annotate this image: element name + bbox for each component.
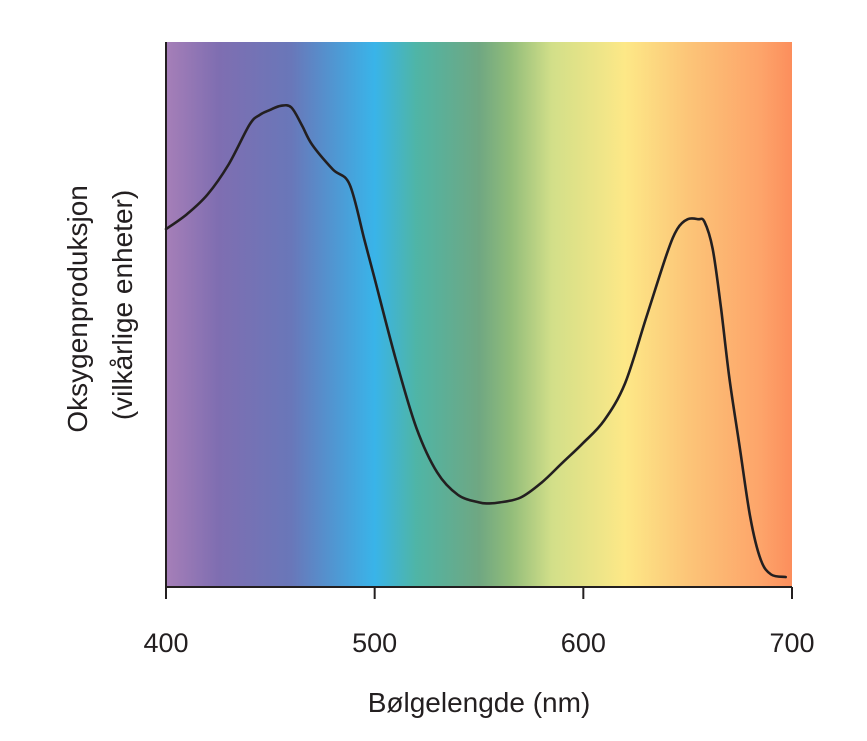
y-axis-title-line-2: (vilkårlige enheter) [107, 190, 138, 420]
x-ticks: 400 500 600 700 [143, 587, 815, 658]
spectrum-background [166, 42, 792, 587]
x-tick-label-700: 700 [769, 628, 814, 658]
y-axis-title: Oksygenproduksjon (vilkårlige enheter) [62, 177, 138, 432]
plot-area [164, 42, 792, 587]
x-tick-label-400: 400 [143, 628, 188, 658]
axes: 400 500 600 700 [143, 42, 815, 658]
y-axis-title-line-1: Oksygenproduksjon [62, 185, 93, 432]
x-tick-label-500: 500 [352, 628, 397, 658]
x-axis-title: Bølgelengde (nm) [368, 687, 591, 718]
x-tick-label-600: 600 [561, 628, 606, 658]
series-line [164, 103, 787, 579]
